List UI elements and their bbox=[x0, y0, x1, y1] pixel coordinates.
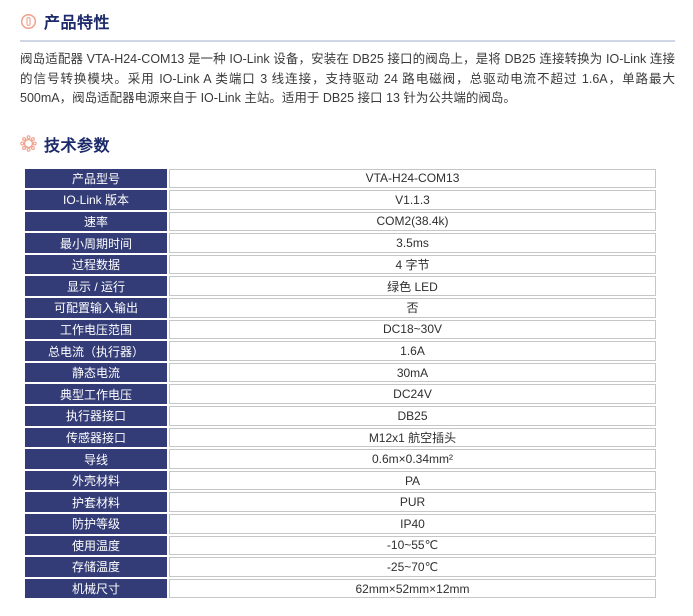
spec-label: 总电流（执行器） bbox=[25, 341, 167, 361]
spec-label: 导线 bbox=[25, 449, 167, 469]
spec-row: 存储温度 -25~70℃ bbox=[25, 557, 656, 577]
spec-label: 速率 bbox=[25, 211, 167, 232]
spec-value: DC18~30V bbox=[169, 319, 656, 340]
specs-section-header: 技术参数 bbox=[20, 132, 675, 156]
spec-row: 最小周期时间 3.5ms bbox=[25, 233, 656, 253]
spec-label: 护套材料 bbox=[25, 492, 167, 512]
specs-section: 技术参数 产品型号 VTA-H24-COM13 IO-Link 版本 V1.1.3 速率… bbox=[20, 132, 675, 601]
specs-table: 产品型号 VTA-H24-COM13 IO-Link 版本 V1.1.3 速率 COM2(… bbox=[23, 167, 658, 601]
specs-title: 技术参数 bbox=[44, 137, 111, 155]
spec-value: M12x1 航空插头 bbox=[169, 427, 656, 448]
datasheet-page: 产品特性 阀岛适配器 VTA-H24-COM13 是一种 IO-Link 设备，… bbox=[20, 9, 675, 601]
spec-row: 速率 COM2(38.4k) bbox=[25, 211, 656, 232]
spec-value: PUR bbox=[169, 492, 656, 512]
spec-row: 机械尺寸 62mm×52mm×12mm bbox=[25, 578, 656, 599]
spec-row: 总电流（执行器） 1.6A bbox=[25, 341, 656, 361]
spec-label: IO-Link 版本 bbox=[25, 190, 167, 210]
spec-value: 4 字节 bbox=[169, 254, 656, 275]
spec-value: PA bbox=[169, 470, 656, 491]
spec-label: 传感器接口 bbox=[25, 427, 167, 448]
spec-row: 导线 0.6m×0.34mm² bbox=[25, 449, 656, 469]
spec-row: 产品型号 VTA-H24-COM13 bbox=[25, 168, 656, 189]
spec-value: COM2(38.4k) bbox=[169, 211, 656, 232]
spec-label: 典型工作电压 bbox=[25, 384, 167, 405]
features-title: 产品特性 bbox=[44, 15, 111, 32]
spec-label: 存储温度 bbox=[25, 557, 167, 577]
gear-icon bbox=[20, 135, 37, 152]
features-section: 产品特性 阀岛适配器 VTA-H24-COM13 是一种 IO-Link 设备，… bbox=[20, 9, 675, 109]
spec-row: 过程数据 4 字节 bbox=[25, 254, 656, 275]
spec-value: -25~70℃ bbox=[169, 557, 656, 577]
spec-value: 否 bbox=[169, 298, 656, 318]
spec-value: 3.5ms bbox=[169, 233, 656, 253]
spec-label: 可配置输入输出 bbox=[25, 298, 167, 318]
spec-label: 防护等级 bbox=[25, 514, 167, 534]
spec-row: 静态电流 30mA bbox=[25, 362, 656, 383]
spec-row: 传感器接口 M12x1 航空插头 bbox=[25, 427, 656, 448]
spec-row: 典型工作电压 DC24V bbox=[25, 384, 656, 405]
spec-value: 绿色 LED bbox=[169, 276, 656, 297]
specs-table-body: 产品型号 VTA-H24-COM13 IO-Link 版本 V1.1.3 速率 COM2(… bbox=[25, 168, 656, 599]
spec-row: 护套材料 PUR bbox=[25, 492, 656, 512]
spec-value: DB25 bbox=[169, 406, 656, 426]
spec-label: 产品型号 bbox=[25, 168, 167, 189]
spec-row: IO-Link 版本 V1.1.3 bbox=[25, 190, 656, 210]
spec-row: 外壳材料 PA bbox=[25, 470, 656, 491]
spec-label: 工作电压范围 bbox=[25, 319, 167, 340]
spec-label: 外壳材料 bbox=[25, 470, 167, 491]
spec-row: 执行器接口 DB25 bbox=[25, 406, 656, 426]
spec-row: 工作电压范围 DC18~30V bbox=[25, 319, 656, 340]
spec-value: V1.1.3 bbox=[169, 190, 656, 210]
features-section-header: 产品特性 bbox=[20, 9, 675, 33]
spec-label: 执行器接口 bbox=[25, 406, 167, 426]
spec-value: VTA-H24-COM13 bbox=[169, 168, 656, 189]
spec-value: IP40 bbox=[169, 514, 656, 534]
spec-row: 防护等级 IP40 bbox=[25, 514, 656, 534]
spec-label: 显示 / 运行 bbox=[25, 276, 167, 297]
spec-value: 30mA bbox=[169, 362, 656, 383]
spec-label: 使用温度 bbox=[25, 535, 167, 556]
circle-badge-icon bbox=[20, 13, 37, 29]
spec-label: 机械尺寸 bbox=[25, 578, 167, 599]
spec-value: -10~55℃ bbox=[169, 535, 656, 556]
spec-label: 静态电流 bbox=[25, 362, 167, 383]
spec-value: DC24V bbox=[169, 384, 656, 405]
spec-value: 0.6m×0.34mm² bbox=[169, 449, 656, 469]
spec-value: 1.6A bbox=[169, 341, 656, 361]
spec-label: 过程数据 bbox=[25, 254, 167, 275]
spec-label: 最小周期时间 bbox=[25, 233, 167, 253]
spec-row: 使用温度 -10~55℃ bbox=[25, 535, 656, 556]
spec-row: 显示 / 运行 绿色 LED bbox=[25, 276, 656, 297]
spec-row: 可配置输入输出否 bbox=[25, 298, 656, 318]
features-paragraph: 阀岛适配器 VTA-H24-COM13 是一种 IO-Link 设备，安装在 D… bbox=[20, 52, 675, 105]
section-divider bbox=[20, 40, 675, 42]
spec-value: 62mm×52mm×12mm bbox=[169, 578, 656, 599]
